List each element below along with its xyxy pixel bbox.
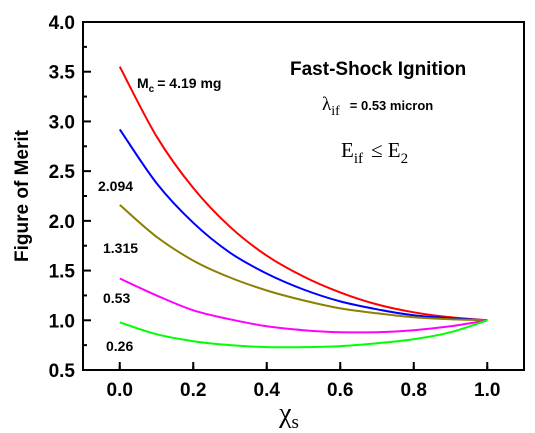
- x-tick-label: 0.4: [254, 380, 281, 401]
- x-tick-label: 0.2: [180, 380, 206, 401]
- y-tick-label: 2.5: [49, 162, 76, 183]
- annotation-wavelength: λif = 0.53 micron: [322, 94, 433, 119]
- series-curves: [118, 66, 488, 349]
- y-tick-label: 0.5: [49, 361, 76, 382]
- y-tick-label: 1.0: [49, 311, 75, 332]
- y-axis-label: Figure of Merit: [12, 129, 33, 262]
- series-line-4: [119, 319, 488, 349]
- annotation-energy: Eif ≤ E2: [341, 138, 408, 167]
- series-label-0.53: 0.53: [103, 290, 130, 306]
- series-line-2: [119, 204, 488, 322]
- series-label-mass-value: = 4.19 mg: [157, 75, 221, 91]
- x-tick-label: 0.8: [401, 380, 427, 401]
- annotation-title: Fast-Shock Ignition: [290, 59, 466, 80]
- y-tick-label: 4.0: [49, 13, 75, 34]
- annotation-wavelength-value: = 0.53 micron: [350, 98, 434, 113]
- annotation-energy-rhs-subscript: 2: [401, 151, 409, 167]
- annotation-energy-lhs-subscript: if: [354, 151, 363, 167]
- series-line-1: [118, 128, 488, 322]
- series-line-0: [118, 66, 488, 322]
- x-tick-label: 1.0: [474, 380, 500, 401]
- x-axis-ticks: 0.0 0.2 0.4 0.6 0.8 1.0: [107, 362, 500, 401]
- x-axis-label-subscript: s: [292, 412, 299, 433]
- y-tick-label: 3.0: [49, 112, 75, 133]
- x-axis-label-symbol: χ: [278, 398, 292, 429]
- x-axis-label: χs: [278, 398, 299, 433]
- annotation-energy-lhs: E: [341, 138, 354, 162]
- y-tick-label: 2.0: [49, 212, 75, 233]
- series-label-0.26: 0.26: [106, 338, 133, 354]
- y-tick-label: 1.5: [49, 262, 76, 283]
- series-line-3: [119, 277, 488, 334]
- x-tick-label: 0.6: [327, 380, 353, 401]
- series-label-mass-subscript: c: [149, 84, 155, 95]
- series-label-1.315: 1.315: [103, 240, 138, 256]
- series-label-2.094: 2.094: [98, 178, 133, 194]
- annotation-wavelength-subscript: if: [331, 104, 340, 119]
- annotation-energy-relation: ≤ E: [371, 138, 401, 162]
- annotation-wavelength-symbol: λ: [322, 94, 332, 115]
- y-axis-ticks: 0.5 1.0 1.5 2.0 2.5 3.0 3.5 4.0: [49, 13, 91, 382]
- series-label-mass-prefix: M: [137, 75, 149, 91]
- x-tick-label: 0.0: [107, 380, 133, 401]
- y-tick-label: 3.5: [49, 63, 76, 84]
- series-label-4.19: Mc = 4.19 mg: [137, 75, 221, 95]
